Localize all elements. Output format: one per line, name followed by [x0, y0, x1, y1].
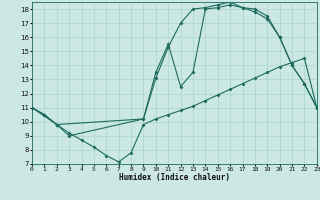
- X-axis label: Humidex (Indice chaleur): Humidex (Indice chaleur): [119, 173, 230, 182]
